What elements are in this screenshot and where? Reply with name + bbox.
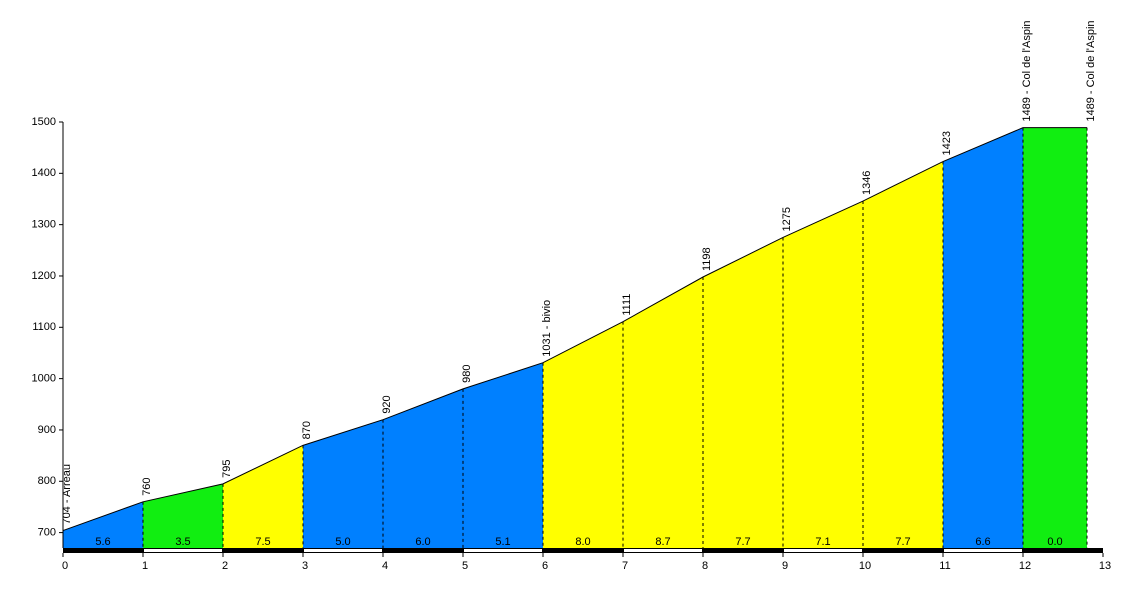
segment-area — [63, 501, 143, 548]
base-strip-white — [624, 549, 702, 552]
segment-area — [863, 161, 943, 548]
x-tick-label: 5 — [462, 560, 468, 572]
segment-area — [223, 445, 303, 548]
gradient-label: 7.7 — [735, 536, 750, 548]
point-label: 1489 - Col de l'Aspin — [1085, 20, 1097, 121]
segment-area — [623, 277, 703, 548]
gradient-label: 7.1 — [815, 536, 830, 548]
y-tick-label: 1100 — [32, 321, 56, 333]
point-label: 1423 — [941, 131, 953, 155]
point-label: 1346 — [861, 171, 873, 195]
gradient-label: 0.0 — [1047, 536, 1062, 548]
point-label: 1275 — [781, 207, 793, 231]
x-tick-label: 1 — [142, 560, 148, 572]
y-tick-label: 1400 — [32, 167, 56, 179]
gradient-label: 5.0 — [335, 536, 350, 548]
x-tick-label: 2 — [222, 560, 228, 572]
segment-area — [943, 127, 1023, 548]
segment-area — [463, 362, 543, 548]
base-strip — [63, 548, 1103, 553]
point-label: 870 — [301, 421, 313, 439]
segment-area — [783, 201, 863, 549]
point-label: 760 — [141, 477, 153, 495]
point-label: 1198 — [701, 247, 713, 271]
x-tick-label: 11 — [939, 560, 950, 572]
y-tick-label: 1300 — [32, 219, 56, 231]
point-label: 795 — [221, 459, 233, 477]
base-strip-white — [464, 549, 542, 552]
x-tick-label: 13 — [1099, 560, 1111, 572]
x-tick-label: 6 — [542, 560, 548, 572]
x-tick-label: 9 — [782, 560, 788, 572]
x-tick-label: 4 — [382, 560, 388, 572]
base-strip-white — [784, 549, 862, 552]
x-tick-label: 0 — [62, 560, 68, 572]
point-label: 1031 - bivio — [541, 300, 553, 357]
gradient-label: 6.6 — [975, 536, 990, 548]
gradient-label: 5.1 — [495, 536, 510, 548]
x-tick-label: 10 — [859, 560, 871, 572]
gradient-label: 5.6 — [95, 536, 110, 548]
x-tick-label: 3 — [302, 560, 308, 572]
base-strip-white — [304, 549, 382, 552]
x-tick-label: 7 — [622, 560, 628, 572]
gradient-label: 7.7 — [895, 536, 910, 548]
segment-area — [383, 388, 463, 548]
base-strip-white — [144, 549, 222, 552]
point-label: 704 - Arreau — [61, 464, 73, 525]
point-label: 980 — [461, 365, 473, 383]
gradient-label: 3.5 — [175, 536, 190, 548]
y-tick-label: 700 — [38, 527, 56, 539]
point-label: 1489 - Col de l'Aspin — [1021, 20, 1033, 121]
gradient-label: 7.5 — [255, 536, 270, 548]
segment-area — [1023, 127, 1087, 548]
gradient-label: 6.0 — [415, 536, 430, 548]
y-tick-label: 1500 — [32, 116, 56, 128]
segment-area — [703, 237, 783, 548]
y-tick-label: 1000 — [32, 373, 56, 385]
y-tick-label: 1200 — [32, 270, 56, 282]
y-tick-label: 900 — [38, 424, 56, 436]
segment-area — [143, 483, 223, 548]
x-tick-label: 12 — [1019, 560, 1031, 572]
gradient-label: 8.0 — [575, 536, 590, 548]
base-strip-white — [944, 549, 1022, 552]
segment-area — [543, 321, 623, 548]
point-label: 920 — [381, 395, 393, 413]
y-tick-label: 800 — [38, 475, 56, 487]
point-label: 1111 — [621, 294, 633, 316]
x-tick-label: 8 — [702, 560, 708, 572]
gradient-label: 8.7 — [655, 536, 670, 548]
profile-line — [62, 127, 1087, 532]
segment-area — [303, 419, 383, 548]
